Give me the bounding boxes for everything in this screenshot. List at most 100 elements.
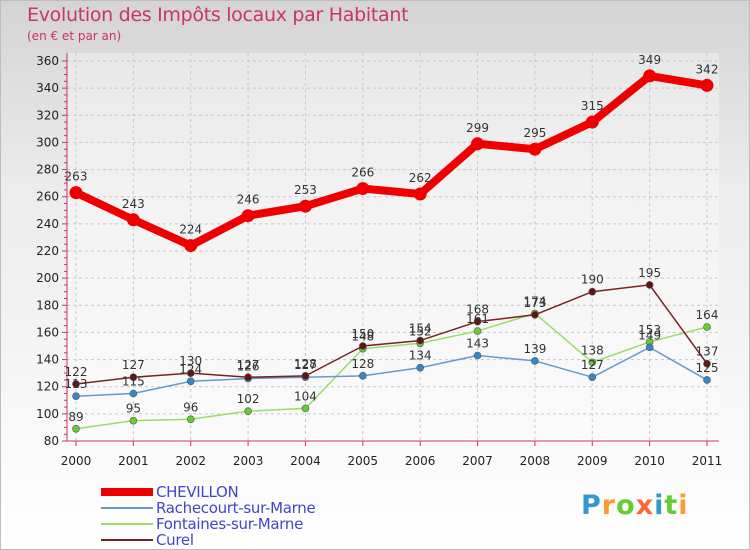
point-chevillon [184, 239, 198, 253]
point-curel [703, 359, 711, 368]
data-labels: 89 95 96 102 104 148 152 161 174 138 153 164 113 115 1… [65, 53, 719, 424]
x-tick-label: 2006 [405, 454, 436, 468]
chart-subtitle: (en € et par an) [27, 29, 122, 43]
data-label-chevillon: 315 [581, 99, 604, 113]
x-tick-label: 2002 [175, 454, 206, 468]
data-label-chevillon: 299 [466, 121, 489, 135]
point-rachecourt-sur-marne [359, 372, 367, 380]
data-label-chevillon: 263 [65, 170, 88, 184]
point-fontaines-sur-marne [129, 416, 138, 425]
y-tick-label: 80 [44, 434, 59, 448]
x-tick-label: 2011 [692, 454, 723, 468]
data-label-chevillon: 253 [294, 183, 317, 197]
point-curel [359, 342, 367, 350]
y-tick-label: 220 [36, 244, 59, 258]
point-fontaines-sur-marne [703, 323, 711, 331]
x-tick-label: 2003 [233, 454, 264, 468]
y-tick-label: 180 [36, 298, 59, 312]
point-chevillon [700, 78, 714, 92]
y-tick-label: 160 [36, 325, 59, 339]
data-label-fontaines-sur-marne: 138 [581, 343, 604, 357]
logo-letter: i [654, 490, 665, 521]
point-fontaines-sur-marne [588, 358, 597, 367]
data-label-curel: 154 [409, 322, 432, 336]
data-label-rachecourt-sur-marne: 115 [122, 375, 145, 389]
y-tick-label: 300 [36, 135, 59, 149]
logo-letter: r [601, 490, 617, 521]
legend-label: CHEVILLON [156, 483, 239, 501]
data-label-curel: 130 [179, 354, 202, 368]
y-tick-label: 120 [36, 380, 59, 394]
data-label-fontaines-sur-marne: 104 [294, 389, 317, 403]
x-tick-label: 2008 [520, 454, 551, 468]
y-tick-label: 100 [36, 407, 59, 421]
legend-label: Fontaines-sur-Marne [156, 515, 303, 533]
data-label-chevillon: 224 [179, 223, 202, 237]
data-label-curel: 127 [122, 358, 145, 372]
data-label-rachecourt-sur-marne: 128 [351, 357, 374, 371]
grid [67, 53, 719, 442]
data-label-fontaines-sur-marne: 102 [237, 392, 260, 406]
data-label-rachecourt-sur-marne: 125 [696, 361, 719, 375]
point-chevillon [413, 187, 427, 201]
point-curel [129, 373, 138, 382]
legend-label: Curel [156, 531, 194, 549]
point-curel [186, 369, 195, 377]
series-line-curel [75, 284, 708, 385]
series-line-chevillon [72, 71, 711, 250]
data-label-rachecourt-sur-marne: 124 [179, 362, 202, 376]
data-label-rachecourt-sur-marne: 113 [65, 377, 88, 391]
data-label-curel: 122 [65, 365, 88, 379]
data-label-fontaines-sur-marne: 148 [351, 330, 374, 344]
point-fontaines-sur-marne [473, 327, 482, 335]
data-label-fontaines-sur-marne: 152 [409, 324, 432, 338]
data-label-rachecourt-sur-marne: 126 [237, 360, 260, 374]
logo-letter: i [678, 490, 689, 521]
data-label-curel: 190 [581, 273, 604, 287]
point-curel [473, 317, 482, 326]
x-tick-label: 2001 [118, 454, 149, 468]
point-rachecourt-sur-marne [72, 392, 80, 401]
logo-letter: P [581, 490, 602, 521]
point-chevillon [585, 115, 599, 129]
point-fontaines-sur-marne [72, 424, 80, 433]
data-label-chevillon: 262 [409, 171, 432, 185]
point-rachecourt-sur-marne [473, 351, 482, 360]
logo-letter: t [664, 490, 679, 521]
logo-letter: x [635, 490, 655, 521]
chart-title: Evolution des Impôts locaux par Habitant [27, 4, 409, 26]
point-curel [301, 372, 310, 380]
y-tick-label: 340 [36, 81, 59, 95]
data-label-rachecourt-sur-marne: 127 [581, 358, 604, 372]
point-chevillon [241, 209, 255, 223]
legend-swatch [101, 507, 153, 509]
data-label-curel: 195 [638, 266, 661, 280]
data-label-rachecourt-sur-marne: 143 [466, 337, 489, 351]
point-chevillon [643, 69, 657, 83]
data-label-chevillon: 246 [237, 193, 260, 207]
y-tick-label: 280 [36, 163, 59, 177]
x-tick-label: 2000 [61, 454, 92, 468]
point-curel [416, 336, 424, 345]
data-label-fontaines-sur-marne: 164 [696, 308, 719, 322]
point-curel [531, 310, 539, 319]
point-chevillon [356, 182, 370, 196]
data-label-curel: 137 [696, 345, 719, 359]
x-tick-label: 2007 [462, 454, 493, 468]
y-tick-label: 360 [36, 54, 59, 68]
data-label-rachecourt-sur-marne: 149 [638, 328, 661, 342]
data-label-rachecourt-sur-marne: 139 [523, 342, 546, 356]
point-chevillon [126, 213, 140, 227]
point-rachecourt-sur-marne [129, 389, 138, 398]
data-label-fontaines-sur-marne: 153 [638, 323, 661, 337]
point-rachecourt-sur-marne [186, 377, 195, 386]
legend-swatch [101, 539, 153, 541]
data-label-curel: 168 [466, 303, 489, 317]
data-label-chevillon: 243 [122, 197, 145, 211]
point-chevillon [471, 137, 485, 151]
plot-area [67, 53, 719, 441]
point-rachecourt-sur-marne [531, 357, 539, 365]
y-tick-label: 140 [36, 353, 59, 367]
point-chevillon [69, 186, 83, 200]
